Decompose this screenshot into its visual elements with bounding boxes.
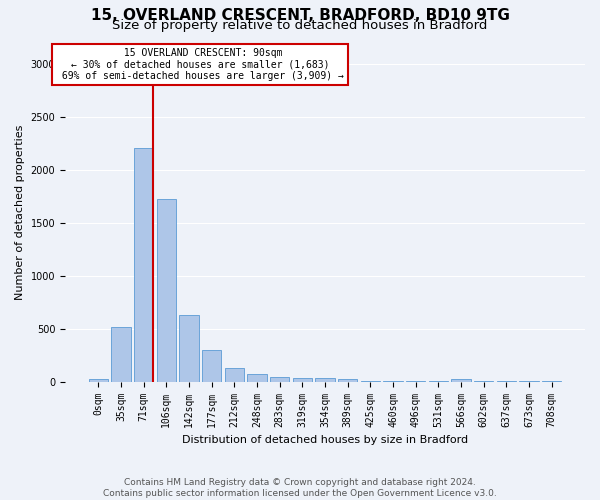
Bar — [383, 381, 403, 382]
Bar — [361, 381, 380, 382]
Bar — [542, 381, 562, 382]
X-axis label: Distribution of detached houses by size in Bradford: Distribution of detached houses by size … — [182, 435, 468, 445]
Bar — [451, 378, 470, 382]
Bar — [338, 379, 358, 382]
Bar — [406, 381, 425, 382]
Text: 15 OVERLAND CRESCENT: 90sqm
← 30% of detached houses are smaller (1,683)
 69% of: 15 OVERLAND CRESCENT: 90sqm ← 30% of det… — [56, 48, 344, 81]
Bar — [134, 148, 153, 382]
Bar — [247, 374, 266, 382]
Bar — [474, 381, 493, 382]
Text: Size of property relative to detached houses in Bradford: Size of property relative to detached ho… — [112, 18, 488, 32]
Y-axis label: Number of detached properties: Number of detached properties — [15, 124, 25, 300]
Bar — [157, 200, 176, 382]
Bar — [520, 381, 539, 382]
Bar — [316, 378, 335, 382]
Bar — [293, 378, 312, 382]
Bar — [112, 326, 131, 382]
Bar — [202, 350, 221, 382]
Bar — [224, 368, 244, 382]
Bar — [270, 377, 289, 382]
Bar — [179, 315, 199, 382]
Text: 15, OVERLAND CRESCENT, BRADFORD, BD10 9TG: 15, OVERLAND CRESCENT, BRADFORD, BD10 9T… — [91, 8, 509, 22]
Bar — [497, 381, 516, 382]
Text: Contains HM Land Registry data © Crown copyright and database right 2024.
Contai: Contains HM Land Registry data © Crown c… — [103, 478, 497, 498]
Bar — [429, 381, 448, 382]
Bar — [89, 378, 108, 382]
